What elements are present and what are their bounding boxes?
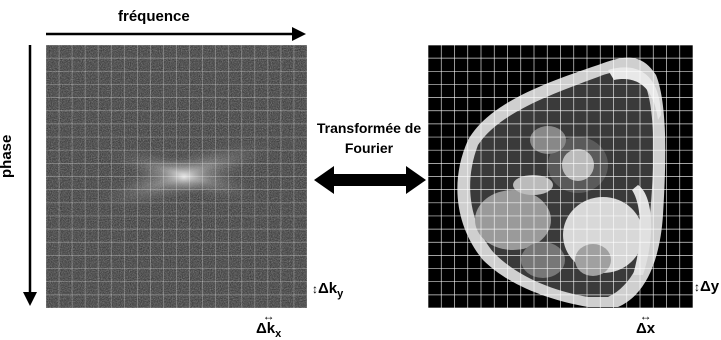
vertical-double-arrow-icon: ↕ [312,282,318,296]
delta-y-label: ↕Δy [694,278,719,295]
delta-x-text: Δx [636,320,656,337]
delta-kx-text: Δk [256,320,276,337]
delta-kx-subscript: x [275,328,282,340]
vertical-double-arrow-icon: ↕ [694,280,700,294]
mri-grid [428,45,693,308]
frequency-arrow [46,27,306,41]
phase-axis-label: phase [0,134,15,178]
fourier-transform-label: Transformée de Fourier [316,120,422,156]
horizontal-double-arrow-icon: ↔ [639,309,652,323]
mri-image [428,45,693,308]
mri-svg [428,45,693,308]
delta-kx-label: ↔ Δkx [256,309,282,340]
frequency-axis-label: fréquence [118,8,190,25]
delta-y-text: Δy [700,278,720,295]
delta-ky-subscript: y [337,288,344,300]
k-space-image [46,45,307,308]
delta-x-label: ↔ Δx [636,309,656,337]
k-space-grid [46,45,307,308]
double-arrow [314,166,426,194]
delta-ky-label: ↕Δky [312,280,343,300]
phase-arrow [23,45,37,306]
k-space-svg [46,45,307,308]
delta-ky-text: Δk [318,280,338,297]
horizontal-double-arrow-icon: ↔ [262,309,275,323]
